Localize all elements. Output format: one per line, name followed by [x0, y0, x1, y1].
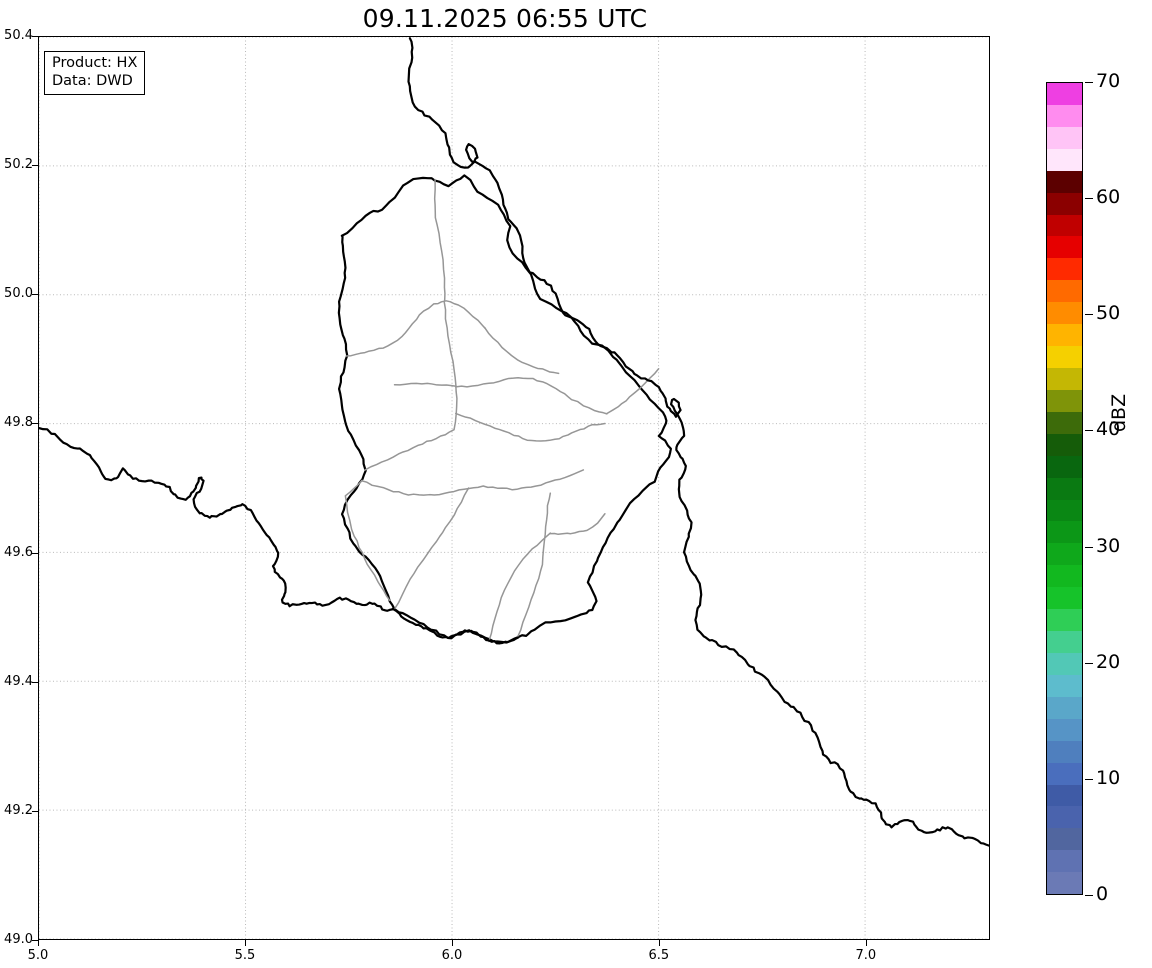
x-tick-label: 5.5	[234, 948, 256, 963]
colorbar-tick-label: 30	[1096, 534, 1121, 557]
y-tick-label: 49.2	[4, 802, 33, 818]
colorbar-band	[1047, 784, 1082, 807]
colorbar-tick-mark	[1085, 778, 1093, 780]
colorbar-band	[1047, 696, 1082, 719]
colorbar-tick-mark	[1085, 546, 1093, 548]
y-tick-label: 50.2	[4, 157, 33, 173]
colorbar-band	[1047, 83, 1082, 105]
colorbar-band	[1047, 324, 1082, 347]
colorbar-band	[1047, 499, 1082, 522]
colorbar-band	[1047, 346, 1082, 368]
colorbar-tick-label: 10	[1096, 766, 1121, 789]
colorbar-band	[1047, 587, 1082, 610]
colorbar-band	[1047, 280, 1082, 303]
colorbar-tick-label: 70	[1096, 70, 1121, 92]
colorbar-band	[1047, 762, 1082, 785]
colorbar-band	[1047, 828, 1082, 851]
gridlines-group	[39, 37, 989, 939]
y-tick-mark	[32, 940, 38, 941]
colorbar-band	[1047, 302, 1082, 325]
y-tick-label: 49.0	[4, 932, 33, 947]
colorbar-band	[1047, 411, 1082, 434]
colorbar-band	[1047, 477, 1082, 500]
colorbar-band	[1047, 126, 1082, 149]
y-tick-mark	[32, 36, 38, 37]
colorbar-band	[1047, 806, 1082, 829]
colorbar-band	[1047, 104, 1082, 127]
colorbar-title: dBZ	[1108, 393, 1130, 432]
y-tick-label: 49.6	[4, 544, 33, 560]
map-plot-area[interactable]	[38, 36, 990, 940]
colorbar-band	[1047, 740, 1082, 763]
colorbar-tick-mark	[1085, 198, 1093, 200]
y-tick-label: 50.0	[4, 286, 33, 302]
colorbar-tick-mark	[1085, 314, 1093, 316]
x-tick-label: 6.5	[648, 948, 670, 963]
colorbar-tick-mark	[1085, 895, 1093, 896]
y-tick-mark	[32, 552, 38, 554]
y-tick-mark	[32, 423, 38, 425]
colorbar-band	[1047, 214, 1082, 237]
colorbar-band	[1047, 367, 1082, 390]
colorbar-band	[1047, 609, 1082, 632]
y-tick-label: 50.4	[4, 28, 33, 43]
colorbar-tick-mark	[1085, 82, 1093, 83]
colorbar-band	[1047, 674, 1082, 697]
colorbar-band	[1047, 192, 1082, 215]
colorbar-band	[1047, 521, 1082, 544]
figure-title: 09.11.2025 06:55 UTC	[362, 4, 648, 33]
x-tick-label: 7.0	[855, 948, 877, 963]
x-tick-mark	[865, 940, 867, 946]
y-tick-label: 49.4	[4, 673, 33, 689]
colorbar-band	[1047, 565, 1082, 588]
colorbar-band	[1047, 718, 1082, 741]
colorbar-band	[1047, 872, 1082, 894]
colorbar[interactable]	[1046, 82, 1083, 895]
x-tick-mark	[658, 940, 660, 946]
colorbar-band	[1047, 455, 1082, 478]
colorbar-tick-label: 0	[1096, 883, 1109, 905]
y-tick-label: 49.8	[4, 415, 33, 431]
y-tick-mark	[32, 681, 38, 683]
colorbar-tick-label: 50	[1096, 302, 1121, 325]
colorbar-band	[1047, 850, 1082, 873]
colorbar-band	[1047, 236, 1082, 259]
y-tick-mark	[32, 810, 38, 812]
colorbar-tick-mark	[1085, 430, 1093, 432]
x-tick-label: 6.0	[441, 948, 463, 963]
colorbar-band	[1047, 433, 1082, 456]
colorbar-tick-label: 40	[1096, 418, 1121, 441]
colorbar-tick-mark	[1085, 662, 1093, 664]
colorbar-tick-label: 60	[1096, 186, 1121, 209]
info-product: Product: HX	[52, 55, 138, 71]
x-tick-mark	[244, 940, 246, 946]
colorbar-band	[1047, 389, 1082, 412]
info-box: Product: HX Data: DWD	[44, 51, 146, 96]
colorbar-tick-label: 20	[1096, 650, 1121, 673]
y-tick-mark	[32, 294, 38, 296]
y-tick-mark	[32, 165, 38, 167]
borders-group	[39, 38, 989, 845]
colorbar-band	[1047, 258, 1082, 281]
x-tick-mark	[38, 940, 39, 946]
colorbar-band	[1047, 631, 1082, 653]
info-data: Data: DWD	[52, 72, 133, 89]
colorbar-band	[1047, 148, 1082, 171]
map-vector-layer	[39, 37, 989, 939]
x-tick-label: 5.0	[27, 948, 49, 963]
colorbar-band	[1047, 652, 1082, 675]
colorbar-band	[1047, 170, 1082, 193]
colorbar-band	[1047, 543, 1082, 566]
x-tick-mark	[451, 940, 453, 946]
